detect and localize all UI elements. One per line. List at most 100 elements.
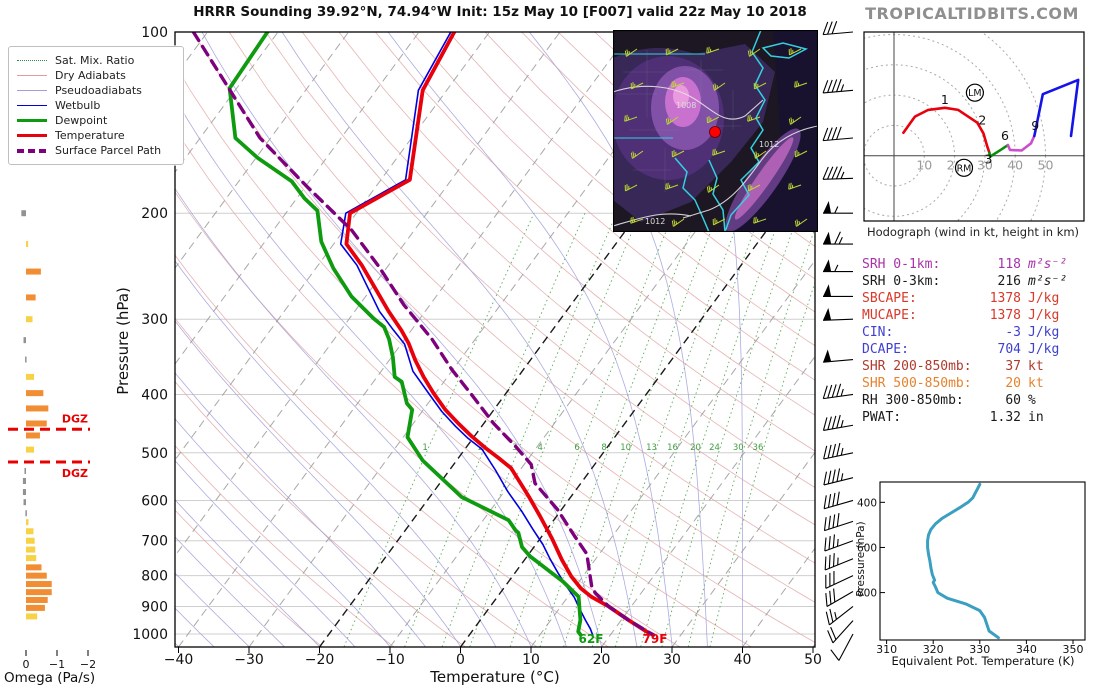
omega-bar — [26, 564, 42, 571]
thetae-x-tick-label: 340 — [1016, 643, 1037, 656]
wind-barb — [712, 148, 726, 156]
map-border — [613, 30, 818, 232]
hodograph-caption: Hodograph (wind in kt, height in km) — [866, 225, 1080, 239]
wind-barb — [788, 48, 802, 56]
stat-unit: in — [1028, 410, 1044, 425]
stat-value: 1378 — [989, 308, 1021, 323]
wind-barb — [794, 218, 808, 227]
omega-bar — [26, 537, 35, 544]
omega-tick-label: −2 — [80, 658, 96, 671]
x-tick-label: 10 — [522, 652, 540, 668]
stat-label: DCAPE: — [862, 342, 909, 357]
thetae-x-tick-label: 320 — [923, 643, 944, 656]
omega-bar — [21, 210, 26, 217]
wind-barb — [624, 114, 638, 122]
pressure-tick-label: 1000 — [132, 627, 168, 643]
legend-label: Dewpoint — [55, 114, 108, 127]
wind-barb — [824, 534, 854, 552]
pseudoadiabat-line — [175, 460, 356, 647]
stat-label: SRH 0-3km: — [862, 274, 941, 289]
wind-barb — [706, 184, 720, 193]
hodograph-marker-RM — [954, 158, 974, 177]
dry-adiabat-line — [175, 317, 537, 647]
pressure-tick-label: 900 — [141, 599, 168, 615]
wind-barb — [823, 513, 854, 532]
stat-unit: kt — [1028, 359, 1044, 374]
thetae-x-tick-label: 330 — [969, 643, 990, 656]
x-axis-title: Temperature (°C) — [430, 668, 560, 686]
wind-barb — [630, 82, 644, 90]
x-tick-label: 50 — [804, 652, 822, 668]
stat-label: CIN: — [862, 325, 894, 340]
x-tick-label: 0 — [456, 652, 465, 668]
pseudoadiabat-line — [529, 32, 708, 647]
stat-value: -3 — [1005, 325, 1021, 340]
dry-adiabat-line — [175, 254, 609, 647]
omega-axis-title: Omega (Pa/s) — [4, 670, 96, 686]
pressure-tick-label: 500 — [141, 446, 168, 462]
pressure-tick-label: 300 — [141, 312, 168, 328]
dry-adiabat-line — [301, 32, 815, 488]
mixing-ratio-line — [539, 213, 699, 647]
wind-barb — [624, 184, 638, 192]
temperature-curve — [344, 32, 656, 637]
wind-barb — [822, 78, 854, 94]
mixing-ratio-label: 36 — [753, 443, 764, 453]
hodograph-height-label: 2 — [978, 113, 986, 128]
wind-barb — [822, 414, 854, 431]
dry-adiabat-line-sample — [17, 75, 47, 76]
omega-bar — [26, 555, 37, 562]
omega-bar — [26, 405, 49, 412]
pseudoadiabat-line — [175, 260, 497, 647]
wind-barb — [747, 48, 761, 57]
wind-barb — [823, 200, 853, 214]
omega-bar — [26, 604, 45, 611]
legend-item-dry-adiabats: Dry Adiabats — [17, 68, 175, 83]
omega-tick-label: −1 — [49, 658, 65, 671]
omega-bar — [23, 337, 26, 344]
mixing-ratio-label: 16 — [667, 443, 678, 453]
wind-barb — [665, 116, 679, 125]
omega-bar — [26, 528, 34, 535]
wetbulb-line-sample — [17, 105, 47, 106]
thetae-curve — [926, 482, 1000, 640]
wind-barb — [747, 114, 761, 122]
wind-barb — [706, 116, 720, 124]
wind-profile-column — [822, 20, 854, 661]
omega-bar — [26, 596, 48, 603]
wind-barb — [822, 20, 854, 36]
pseudoadiabat-line — [175, 536, 285, 647]
wind-barb — [823, 231, 853, 245]
stat-mucape: MUCAPE: 1378 J/kg — [862, 307, 1078, 324]
stat-value: 1378 — [989, 291, 1021, 306]
wind-barb — [712, 218, 726, 226]
wind-barb — [712, 82, 726, 91]
wind-barb — [823, 442, 854, 460]
hodograph-ring-label: 30 — [977, 158, 993, 173]
omega-bar — [25, 356, 27, 363]
isotherm-line — [175, 32, 490, 461]
omega-bar — [22, 489, 26, 496]
omega-bar — [24, 467, 26, 474]
dry-adiabat-line — [484, 32, 815, 313]
wind-barb — [822, 307, 854, 321]
omega-bar — [26, 390, 44, 397]
stat-value: 37 — [1005, 359, 1021, 374]
dewpoint-line-sample — [17, 119, 47, 122]
mixing-ratio-line — [661, 213, 799, 647]
mixing-ratio-label: 1 — [422, 443, 427, 453]
legend-item-sat-mix-ratio: Sat. Mix. Ratio — [17, 53, 175, 68]
isobar-label: 1008 — [676, 101, 696, 110]
pseudoadiabat-line — [175, 499, 320, 647]
thetae-y-title: Pressure (hPa) — [855, 521, 867, 597]
wetbulb-curve — [339, 32, 594, 636]
mixing-ratio-label: 30 — [733, 443, 744, 453]
dry-adiabat-line — [411, 32, 815, 381]
map-coastal-band — [725, 128, 801, 232]
isotherm-line — [248, 32, 702, 647]
omega-bar — [26, 268, 41, 275]
omega-bar — [26, 420, 47, 427]
stat-label: SHR 500-850mb: — [862, 376, 972, 391]
